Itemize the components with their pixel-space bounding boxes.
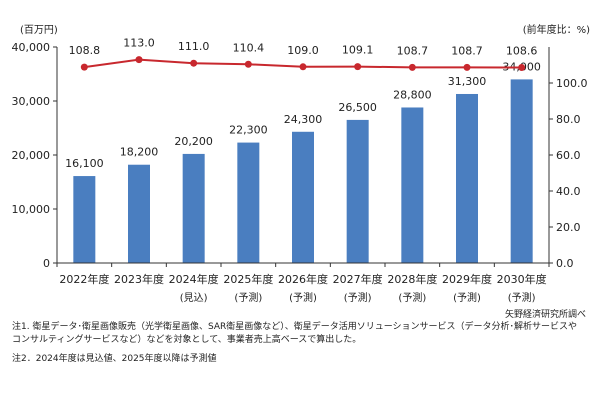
bar <box>401 107 424 263</box>
right-axis: 0.0 20.0 40.0 60.0 80.0 100.0 <box>548 47 588 270</box>
x-category-label: 2029年度 <box>442 272 492 286</box>
line-series <box>80 56 526 72</box>
x-category-sublabel: (予測) <box>398 291 426 304</box>
line-point <box>135 56 143 64</box>
x-category-sublabel: (予測) <box>344 291 372 304</box>
bar-value-label: 24,300 <box>284 113 323 126</box>
x-category-sublabel: (予測) <box>453 291 481 304</box>
x-category-label: 2022年度 <box>59 272 109 286</box>
line-point <box>244 60 252 68</box>
line-value-label: 111.0 <box>178 40 210 53</box>
x-axis: 2022年度 2023年度 2024年度 (見込) 2025年度 (予測) 2026年度 (予… <box>56 262 550 304</box>
left-axis: 0 10,000 20,000 30,000 40,000 <box>12 41 58 270</box>
bar-value-labels: 16,100 18,200 20,200 22,300 24,300 26,500 28,8… <box>65 60 541 170</box>
chart: 0 10,000 20,000 30,000 40,000 0.0 20.0 40.0 60.… <box>12 23 591 304</box>
note-2: 注2．2024年度は見込値、2025年度以降は予測値 <box>12 354 217 364</box>
line-value-label: 109.0 <box>287 44 319 57</box>
bar-value-label: 22,300 <box>229 124 268 137</box>
bar <box>346 119 369 264</box>
right-axis-unit: (前年度比：%) <box>523 23 590 36</box>
bar <box>292 131 314 263</box>
line-value-label: 108.8 <box>69 44 101 57</box>
x-category-label: 2028年度 <box>387 272 437 286</box>
line-value-label: 109.1 <box>342 44 374 57</box>
x-category-label: 2026年度 <box>278 272 328 286</box>
x-category-label: 2023年度 <box>114 272 164 286</box>
line-value-label: 108.7 <box>397 44 429 57</box>
bar <box>182 153 205 263</box>
line-value-label: 113.0 <box>123 37 155 50</box>
right-tick-label: 0.0 <box>556 257 574 270</box>
x-category-sublabel: (予測) <box>289 291 317 304</box>
bar-value-label: 16,100 <box>65 157 104 170</box>
bar <box>510 79 533 264</box>
note-1-line-2: コンサルティングサービスなど）などを対象として、事業者売上高ベースで算出した。 <box>12 335 362 345</box>
line-point <box>518 64 526 72</box>
line-point <box>408 63 416 71</box>
bar <box>237 142 260 263</box>
bar-value-label: 26,500 <box>338 101 377 114</box>
line-point <box>299 63 307 71</box>
x-category-sublabel: (予測) <box>234 291 262 304</box>
right-tick-label: 100.0 <box>556 77 588 90</box>
x-category-label: 2024年度 <box>169 272 219 286</box>
bar <box>73 176 96 263</box>
x-category-label: 2030年度 <box>497 272 547 286</box>
bar-series <box>73 79 533 264</box>
right-tick-label: 40.0 <box>556 185 581 198</box>
line-point <box>80 63 88 71</box>
source-credit: 矢野経済研究所調べ <box>504 310 586 320</box>
x-category-sublabel: (見込) <box>180 292 208 304</box>
left-tick-label: 30,000 <box>12 95 51 108</box>
line-value-label: 110.4 <box>233 41 265 54</box>
line-point <box>354 63 362 71</box>
left-tick-label: 0 <box>43 257 50 270</box>
bar-value-label: 20,200 <box>174 135 213 148</box>
bar-value-label: 18,200 <box>120 146 159 159</box>
bar-value-label: 31,300 <box>448 75 487 88</box>
line-value-label: 108.7 <box>451 44 483 57</box>
left-tick-label: 20,000 <box>12 149 51 162</box>
right-tick-label: 80.0 <box>556 113 581 126</box>
note-1: 注1. 衛星データ･衛星画像販売（光学衛星画像、SAR衛星画像など）、衛星データ… <box>12 321 577 347</box>
x-category-label: 2027年度 <box>333 272 383 286</box>
bar <box>128 164 150 263</box>
left-tick-label: 10,000 <box>12 203 51 216</box>
bar <box>456 93 478 263</box>
line-point <box>463 63 471 71</box>
left-tick-label: 40,000 <box>12 41 51 54</box>
line-point <box>190 59 198 67</box>
line-value-labels: 108.8 113.0 111.0 110.4 109.0 109.1 108.7 108.7… <box>69 37 538 58</box>
note-1-line-1: 注1. 衛星データ･衛星画像販売（光学衛星画像、SAR衛星画像など）、衛星データ… <box>12 322 578 332</box>
right-tick-label: 60.0 <box>556 149 581 162</box>
x-category-label: 2025年度 <box>223 272 273 286</box>
left-axis-unit: (百万円) <box>20 24 58 36</box>
right-tick-label: 20.0 <box>556 221 581 234</box>
x-category-sublabel: (予測) <box>508 291 536 304</box>
bar-value-label: 28,800 <box>393 88 432 101</box>
line-value-label: 108.6 <box>506 45 538 58</box>
